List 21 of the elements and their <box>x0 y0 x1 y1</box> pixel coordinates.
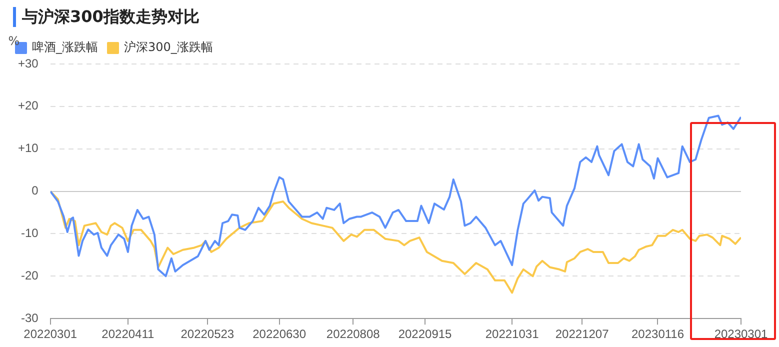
chart-title: 与沪深300指数走势对比 <box>13 7 200 27</box>
y-tick-label: -20 <box>21 268 39 282</box>
y-tick-label: +30 <box>18 56 39 70</box>
x-tick-label: 20220301 <box>24 327 78 342</box>
x-tick-label: 20230116 <box>631 327 684 342</box>
x-tick-label: 20220411 <box>102 327 155 342</box>
y-tick-label: +10 <box>18 141 39 156</box>
x-tick-label: 20220630 <box>252 327 306 342</box>
y-tick-label: -30 <box>21 310 39 325</box>
legend-label: 啤酒_涨跌幅 <box>32 40 98 54</box>
x-tick-label: 20220915 <box>398 327 452 342</box>
x-tick-label: 20221031 <box>485 327 540 342</box>
x-tick-label: 20220523 <box>180 327 234 342</box>
y-tick-label: 0 <box>32 184 39 198</box>
x-tick-label: 20220808 <box>326 327 380 342</box>
x-tick-label: 20221207 <box>555 327 610 342</box>
y-tick-label: +20 <box>18 98 39 113</box>
legend-label: 沪深300_涨跌幅 <box>124 40 213 54</box>
x-tick-label: 20230301 <box>714 327 768 342</box>
y-tick-label: -10 <box>21 226 39 240</box>
y-axis-title: % <box>8 34 20 48</box>
